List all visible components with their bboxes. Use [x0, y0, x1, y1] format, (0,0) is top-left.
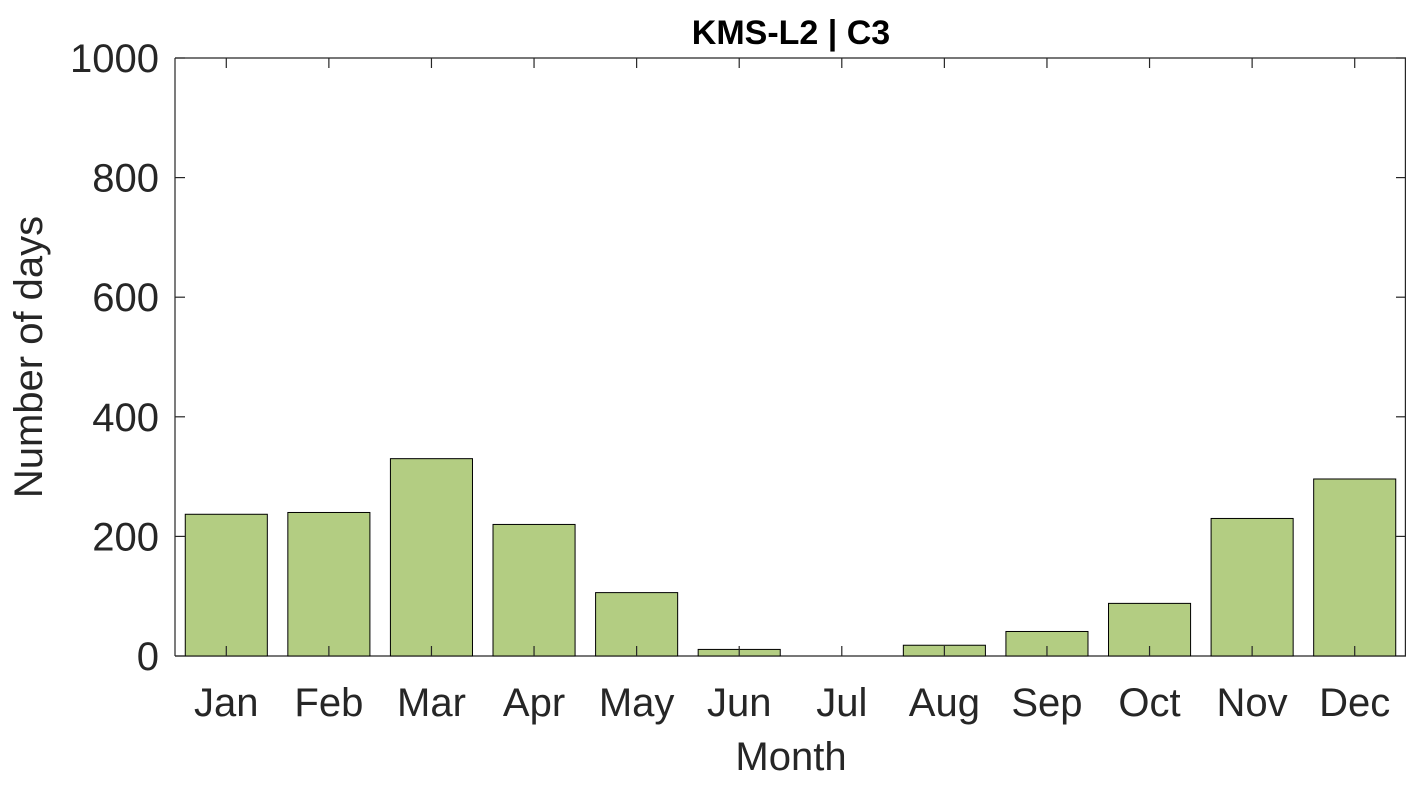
y-tick-label: 600	[92, 276, 159, 320]
x-axis-title: Month	[735, 735, 846, 779]
x-tick-label-aug: Aug	[909, 681, 980, 725]
x-tick-label-oct: Oct	[1118, 681, 1180, 725]
x-tick-label-feb: Feb	[294, 681, 363, 725]
y-tick-label: 800	[92, 157, 159, 201]
bar-feb	[287, 511, 371, 657]
x-tick-label-jul: Jul	[816, 681, 867, 725]
x-tick-label-jun: Jun	[707, 681, 772, 725]
bar-nov	[1210, 517, 1294, 657]
y-axis-title: Number of days	[7, 216, 51, 498]
x-tick-label-apr: Apr	[503, 681, 565, 725]
chart-title: KMS-L2 | C3	[692, 14, 890, 52]
y-tick-label: 0	[137, 635, 159, 679]
bar-mar	[389, 458, 473, 657]
y-tick-label: 200	[92, 515, 159, 559]
y-tick-label: 1000	[70, 37, 159, 81]
plot-area	[174, 57, 1406, 657]
bar-may	[595, 592, 679, 657]
y-tick-label: 400	[92, 396, 159, 440]
x-tick-label-sep: Sep	[1011, 681, 1082, 725]
x-tick-label-may: May	[599, 681, 675, 725]
bar-dec	[1313, 478, 1397, 657]
x-tick-label-jan: Jan	[194, 681, 259, 725]
x-tick-label-nov: Nov	[1217, 681, 1288, 725]
bar-apr	[492, 523, 576, 657]
bar-jan	[184, 513, 268, 657]
x-tick-label-dec: Dec	[1319, 681, 1390, 725]
x-tick-label-mar: Mar	[397, 681, 466, 725]
bar-series	[184, 458, 1397, 657]
x-axis-ticks: Jan Feb Mar Apr May Jun Jul Aug Sep Oct Nov Dec	[194, 58, 1390, 725]
y-axis-ticks: 0 200 400 600 800 1000	[70, 37, 1406, 679]
